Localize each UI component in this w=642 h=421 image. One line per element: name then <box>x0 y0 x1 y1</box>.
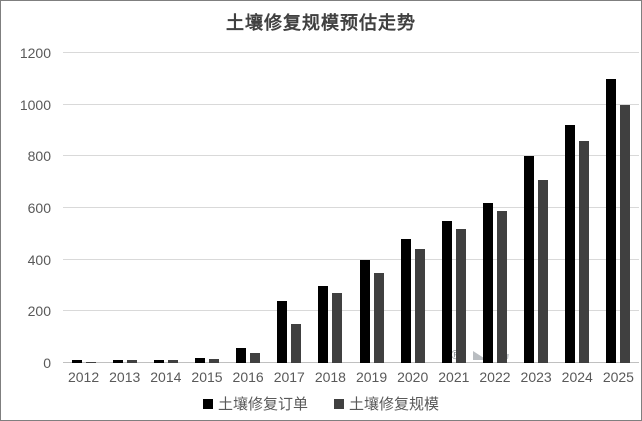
bar-orders-2017 <box>277 301 288 363</box>
bar-scale-2024 <box>579 140 590 363</box>
bar-orders-2015 <box>194 357 205 363</box>
bar-group-2025 <box>606 53 631 363</box>
bar-group-2015 <box>194 53 219 363</box>
legend-label-orders: 土壤修复订单 <box>217 396 308 413</box>
gridline-1000 <box>63 103 639 105</box>
plot-area: ® <box>63 52 639 363</box>
gridline-600 <box>63 207 639 208</box>
gridline-1200 <box>63 52 639 53</box>
gridline-200 <box>63 310 639 312</box>
gridline-0 <box>63 362 639 363</box>
bar-group-2012 <box>71 53 96 363</box>
bar-group-2023 <box>524 53 549 363</box>
x-axis-label-2014: 2014 <box>150 369 182 385</box>
x-axis-label-2018: 2018 <box>314 369 346 385</box>
bar-orders-2019 <box>359 259 370 363</box>
legend-swatch-scale <box>334 398 344 409</box>
x-axis-label-2023: 2023 <box>520 369 552 385</box>
y-axis-label-800: 800 <box>27 148 51 165</box>
y-axis-label-400: 400 <box>27 251 51 268</box>
bar-orders-2016 <box>236 347 247 363</box>
registered-trademark-icon: ® <box>451 348 461 361</box>
bar-orders-2020 <box>400 239 411 363</box>
bar-orders-2025 <box>606 78 617 363</box>
x-axis-label-2012: 2012 <box>67 369 100 385</box>
bar-scale-2013 <box>126 360 137 363</box>
bar-orders-2024 <box>565 125 576 363</box>
y-axis-label-0: 0 <box>43 355 51 371</box>
bar-group-2020 <box>400 53 425 363</box>
bar-orders-2022 <box>482 202 493 363</box>
bar-group-2016 <box>236 53 261 363</box>
bars <box>63 53 639 363</box>
bar-group-2017 <box>277 53 302 363</box>
y-axis-label-1000: 1000 <box>19 96 51 113</box>
x-axis-label-2019: 2019 <box>355 369 388 385</box>
bar-group-2018 <box>318 53 343 363</box>
bar-group-2021 <box>441 53 466 363</box>
bar-orders-2014 <box>153 360 164 363</box>
bar-scale-2018 <box>332 293 343 363</box>
x-axis-label-2024: 2024 <box>561 369 593 385</box>
bar-scale-2012 <box>85 361 96 363</box>
legend-swatch-orders <box>202 398 213 409</box>
legend-item-scale: 土壤修复规模 <box>334 393 439 414</box>
gridline-800 <box>63 155 639 157</box>
legend-label-scale: 土壤修复规模 <box>349 396 440 413</box>
bar-scale-2020 <box>414 249 425 363</box>
y-axis-label-200: 200 <box>27 303 51 320</box>
bar-scale-2015 <box>208 359 219 363</box>
x-axis-label-2020: 2020 <box>397 369 429 385</box>
bar-orders-2018 <box>318 285 329 363</box>
legend: 土壤修复订单 土壤修复规模 <box>1 393 641 414</box>
bar-scale-2014 <box>167 360 178 363</box>
bar-group-2013 <box>112 53 137 363</box>
bar-scale-2021 <box>455 228 466 363</box>
bar-orders-2013 <box>112 360 123 363</box>
bar-scale-2017 <box>291 324 302 363</box>
bar-orders-2012 <box>71 360 82 363</box>
x-axis-label-2016: 2016 <box>232 369 264 385</box>
bar-group-2019 <box>359 53 384 363</box>
bar-group-2024 <box>565 53 590 363</box>
bar-group-2022 <box>482 53 507 363</box>
x-axis-label-2013: 2013 <box>109 369 141 385</box>
bar-scale-2016 <box>250 352 261 363</box>
y-axis-label-1200: 1200 <box>19 45 51 61</box>
chart-title: 土壤修复规模预估走势 <box>226 13 416 33</box>
y-axis-label-600: 600 <box>27 200 51 216</box>
x-axis-label-2017: 2017 <box>273 369 305 385</box>
x-axis-label-2022: 2022 <box>479 369 511 385</box>
x-axis-label-2015: 2015 <box>191 369 223 385</box>
x-axis: 2012 2013 2014 2015 2016 2017 2018 2019 2020 2021… <box>63 369 639 385</box>
bar-scale-2022 <box>496 210 507 363</box>
bar-scale-2019 <box>373 272 384 363</box>
legend-item-orders: 土壤修复订单 <box>202 393 308 414</box>
bar-group-2014 <box>153 53 178 363</box>
bar-orders-2023 <box>524 156 535 363</box>
x-axis-label-2021: 2021 <box>438 369 470 385</box>
bar-scale-2023 <box>538 179 549 363</box>
bar-scale-2025 <box>620 104 631 363</box>
x-axis-label-2025: 2025 <box>602 369 634 385</box>
bar-orders-2021 <box>441 220 452 363</box>
gridline-400 <box>63 258 639 260</box>
y-axis: 0 200 400 600 800 1000 1200 <box>1 45 51 371</box>
